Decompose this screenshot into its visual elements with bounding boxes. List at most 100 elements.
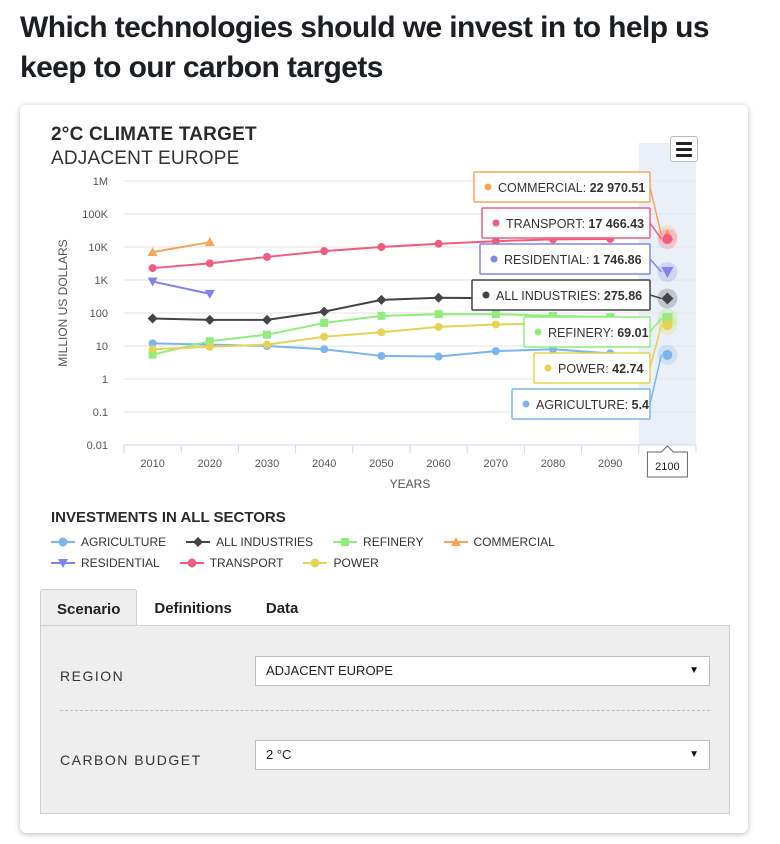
data-point-power	[434, 322, 443, 331]
region-value: ADJACENT EUROPE	[266, 663, 393, 678]
tooltip-agriculture	[511, 388, 651, 420]
series-line-residential	[152, 280, 211, 295]
legend-label: ALL INDUSTRIES	[216, 534, 314, 549]
x-tick-label: 2030	[255, 458, 279, 470]
tooltip-power	[533, 352, 651, 384]
y-tick-label: 1K	[95, 275, 109, 287]
x-tick-label: 2060	[426, 458, 450, 470]
y-tick-label: 1	[102, 374, 108, 386]
tooltip-dot-refinery	[534, 328, 542, 336]
tooltip-dot-power	[544, 364, 552, 372]
data-point-power	[320, 332, 329, 341]
y-tick-label: 10	[96, 341, 108, 353]
x-tick-label: 2070	[484, 458, 508, 470]
data-point-commercial	[204, 237, 215, 247]
chart-menu-button[interactable]	[670, 136, 698, 162]
series-line-commercial	[152, 241, 210, 254]
data-point-refinery	[549, 311, 557, 320]
data-point-transport	[205, 259, 214, 268]
tooltip-refinery	[523, 316, 651, 348]
legend-label: AGRICULTURE	[81, 534, 167, 549]
chevron-down-icon: ▼	[689, 749, 699, 760]
tooltip-dot-residential	[490, 255, 498, 263]
data-point-transport	[434, 239, 443, 248]
carbon-budget-label: CARBON BUDGET	[60, 752, 202, 768]
data-point-refinery	[148, 350, 157, 359]
hover-point-transport	[662, 234, 673, 245]
chart-title: 2°C CLIMATE TARGET	[51, 124, 257, 145]
tooltip-text-refinery: REFINERY: 69.01	[548, 326, 649, 340]
legend-label: POWER	[333, 555, 379, 570]
tab-scenario[interactable]: Scenario	[40, 589, 138, 629]
tooltip-connector-all_industries	[649, 294, 662, 300]
data-point-transport	[148, 264, 157, 273]
data-point-all_industries	[376, 294, 387, 305]
tab-definitions[interactable]: Definitions	[154, 600, 232, 617]
data-point-refinery	[205, 337, 214, 346]
legend-symbol-icon	[179, 558, 204, 567]
data-point-agriculture	[491, 347, 500, 356]
tooltip-all_industries	[471, 279, 651, 311]
data-point-refinery	[263, 330, 271, 339]
legend-item-agriculture[interactable]: AGRICULTURE	[51, 533, 166, 550]
chart-legend: AGRICULTURE ALL INDUSTRIES REFINERY COMMERC…	[51, 533, 691, 571]
x-crosshair-label	[646, 445, 688, 478]
data-point-refinery	[377, 311, 386, 320]
tooltip-text-all_industries: ALL INDUSTRIES: 275.86	[496, 289, 642, 303]
legend-symbol-icon	[303, 558, 328, 567]
hover-point-power	[662, 320, 673, 331]
hover-point-agriculture	[662, 349, 673, 360]
y-tick-label: 0.01	[87, 440, 108, 452]
legend-symbol-icon	[51, 558, 75, 568]
tooltip-connector-residential	[649, 258, 662, 273]
region-select[interactable]: ADJACENT EUROPE ▼	[255, 656, 710, 686]
form-divider	[60, 710, 710, 711]
region-label: REGION	[60, 668, 125, 684]
legend-label: TRANSPORT	[209, 555, 284, 570]
tooltip-connector-transport	[649, 222, 663, 240]
y-tick-label: 100	[90, 308, 108, 320]
legend-title: INVESTMENTS IN ALL SECTORS	[51, 509, 286, 526]
x-tick-label: 2050	[369, 458, 393, 470]
data-point-all_industries	[433, 292, 444, 303]
data-point-all_industries	[204, 314, 215, 325]
data-point-residential	[204, 289, 215, 299]
tab-data[interactable]: Data	[265, 600, 299, 617]
x-tick-label-highlight: 2100	[655, 461, 679, 473]
hover-point-refinery	[662, 313, 673, 324]
data-point-power	[491, 320, 500, 329]
data-point-all_industries	[319, 306, 330, 317]
tooltip-dot-agriculture	[522, 400, 530, 408]
data-point-transport	[263, 252, 271, 261]
page-heading: Which technologies should we invest in t…	[20, 11, 710, 84]
y-tick-label: 0.1	[93, 407, 108, 419]
data-point-all_industries	[262, 314, 272, 325]
chart-subtitle: ADJACENT EUROPE	[51, 148, 240, 169]
legend-item-commercial[interactable]: COMMERCIAL	[443, 533, 555, 550]
data-point-power	[377, 328, 386, 337]
x-tick-label: 2020	[198, 458, 222, 470]
tooltip-residential	[479, 243, 651, 275]
tooltip-transport	[481, 207, 651, 239]
investment-chart: 1M 100K 10K 1K 100 10 1 0.1 0.01 2010 2020 2030 2040…	[56, 143, 697, 491]
data-point-transport	[320, 247, 329, 256]
region-row: REGION ADJACENT EUROPE ▼	[41, 656, 731, 696]
legend-item-residential[interactable]: RESIDENTIAL	[51, 554, 160, 571]
chart-card: 1M 100K 10K 1K 100 10 1 0.1 0.01 2010 2020 2030 2040…	[20, 105, 748, 833]
legend-label: COMMERCIAL	[473, 534, 555, 549]
legend-item-refinery[interactable]: REFINERY	[333, 533, 424, 550]
legend-item-transport[interactable]: TRANSPORT	[179, 554, 284, 571]
tooltip-connector-power	[649, 324, 663, 369]
chevron-down-icon: ▼	[689, 665, 699, 676]
data-point-agriculture	[148, 339, 157, 348]
tooltip-dot-transport	[492, 219, 500, 227]
data-point-transport	[491, 237, 500, 246]
legend-item-all-industries[interactable]: ALL INDUSTRIES	[186, 533, 313, 550]
data-point-transport	[377, 243, 386, 251]
carbon-budget-select[interactable]: 2 °C ▼	[255, 740, 710, 770]
x-tick-label: 2040	[312, 458, 336, 470]
tooltip-commercial	[473, 171, 651, 203]
legend-item-power[interactable]: POWER	[303, 554, 379, 571]
tab-bar: Scenario Definitions Data	[40, 589, 315, 629]
data-point-refinery	[491, 310, 500, 319]
